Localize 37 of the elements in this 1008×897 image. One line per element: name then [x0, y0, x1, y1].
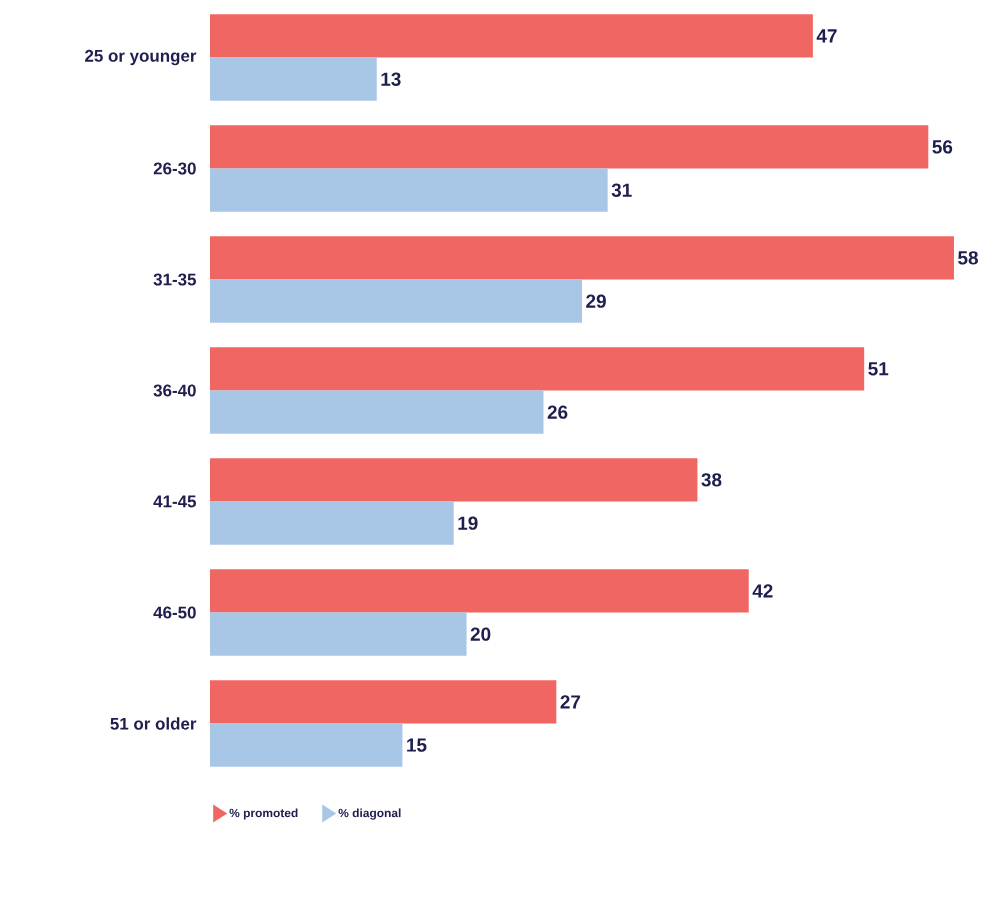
- bar: [210, 125, 929, 169]
- bar: [210, 14, 813, 58]
- data-label: 26: [547, 405, 568, 419]
- data-label: 15: [407, 738, 427, 752]
- data-label: 51: [868, 362, 889, 376]
- y-tick-label: 41-45: [153, 495, 197, 508]
- data-label: 13: [381, 72, 401, 86]
- y-tick-label: 51 or older: [110, 717, 197, 730]
- data-label: 31: [611, 183, 632, 197]
- data-label: 56: [932, 140, 953, 154]
- bar: [210, 612, 467, 656]
- y-tick-label: 25 or younger: [85, 49, 197, 66]
- bar: [210, 501, 454, 545]
- bar: [210, 57, 377, 101]
- bar: [210, 390, 544, 434]
- bar: [210, 168, 608, 212]
- y-tick-label: 46-50: [153, 606, 196, 619]
- legend-label: % promoted: [229, 808, 298, 820]
- data-label: 42: [752, 584, 773, 598]
- y-tick-label: 31-35: [153, 273, 197, 286]
- data-label: 47: [816, 29, 837, 43]
- bar: [210, 569, 749, 613]
- data-label: 29: [586, 294, 606, 308]
- data-label: 19: [458, 516, 478, 530]
- bar: [210, 279, 582, 323]
- legend-label: % diagonal: [338, 808, 401, 820]
- data-label: 38: [701, 473, 722, 487]
- bar: [210, 723, 403, 767]
- data-label: 58: [958, 251, 978, 265]
- bar: [210, 236, 954, 280]
- y-tick-label: 36-40: [153, 384, 196, 397]
- data-label: 27: [560, 695, 581, 709]
- bar: [210, 680, 557, 724]
- bar: [210, 458, 698, 502]
- y-tick-label: 26-30: [153, 162, 196, 175]
- data-label: 20: [470, 627, 491, 641]
- bar: [210, 347, 865, 391]
